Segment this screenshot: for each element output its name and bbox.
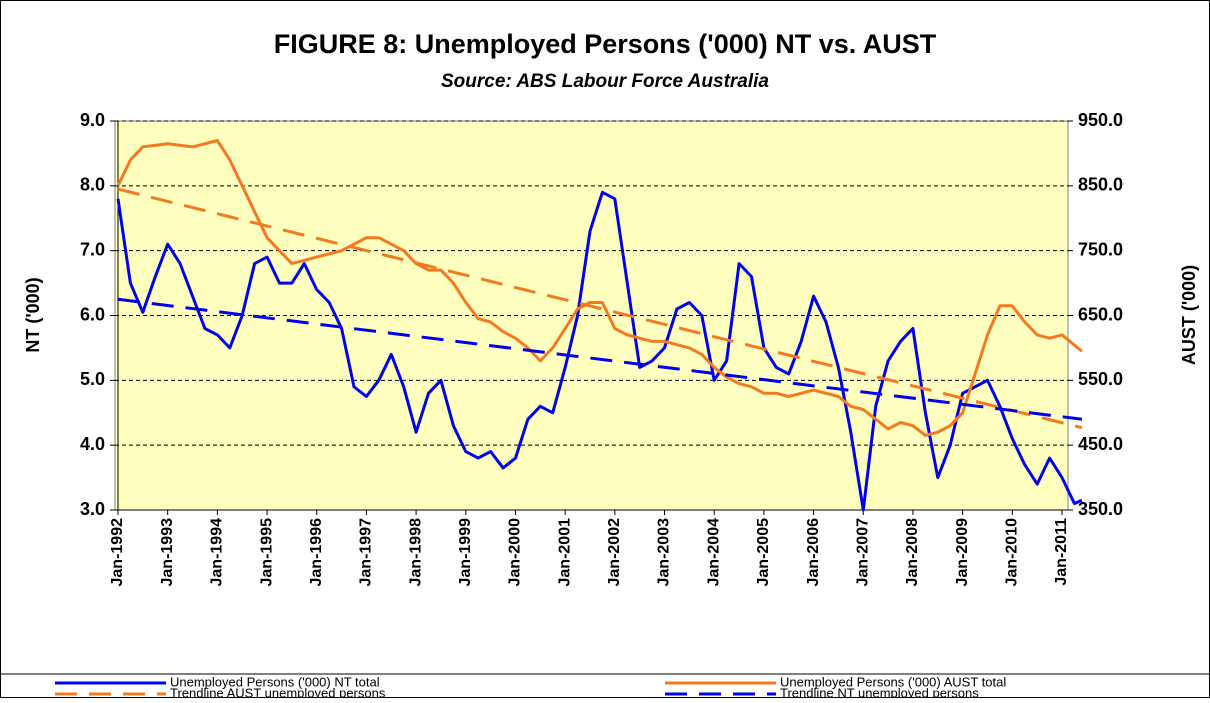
x-tick-label: Jan-1993	[159, 518, 176, 587]
y-tick-label: 4.0	[80, 434, 105, 454]
x-tick-label: Jan-2011	[1053, 518, 1070, 586]
legend-label: Unemployed Persons ('000) NT total	[170, 674, 380, 689]
y-tick-label: 8.0	[80, 175, 105, 195]
y-tick-label: 6.0	[80, 304, 105, 324]
data-line	[116, 139, 1083, 437]
chart-title: FIGURE 8: Unemployed Persons ('000) NT v…	[274, 29, 937, 59]
legend-label: Trendline NT unemployed persons	[780, 685, 979, 698]
x-tick-label: Jan-1998	[407, 518, 424, 587]
trendline	[117, 297, 1083, 421]
x-tick-label: Jan-1999	[457, 518, 474, 587]
x-tick-label: Jan-2009	[954, 518, 971, 587]
y2-tick-label: 650.0	[1078, 304, 1123, 324]
y-axis-title: NT ('000)	[23, 277, 43, 352]
y2-tick-label: 350.0	[1078, 499, 1123, 519]
x-tick-label: Jan-2007	[854, 518, 871, 587]
y2-axis-title: AUST ('000)	[1179, 265, 1199, 365]
y-tick-label: 3.0	[80, 499, 105, 519]
y-tick-label: 5.0	[80, 369, 105, 389]
y2-tick-label: 950.0	[1078, 110, 1123, 130]
x-tick-label: Jan-1996	[308, 518, 325, 587]
y2-tick-label: 850.0	[1078, 175, 1123, 195]
x-tick-label: Jan-2003	[656, 518, 673, 587]
legend-label: Trendline AUST unemployed persons	[170, 685, 386, 698]
data-line	[116, 190, 1083, 512]
chart-subtitle: Source: ABS Labour Force Australia	[441, 71, 769, 92]
y2-tick-label: 750.0	[1078, 239, 1123, 259]
y-tick-label: 9.0	[80, 110, 105, 130]
trendline	[117, 187, 1083, 430]
y2-tick-label: 450.0	[1078, 434, 1123, 454]
y2-tick-label: 550.0	[1078, 369, 1123, 389]
x-tick-label: Jan-1995	[258, 518, 275, 587]
x-tick-label: Jan-1997	[358, 518, 375, 587]
x-tick-label: Jan-1992	[109, 518, 126, 587]
x-tick-label: Jan-2008	[904, 518, 921, 587]
x-tick-label: Jan-2002	[606, 518, 623, 587]
x-tick-label: Jan-2010	[1004, 518, 1021, 587]
x-tick-label: Jan-2006	[805, 518, 822, 587]
legend-label: Unemployed Persons ('000) AUST total	[780, 674, 1006, 689]
x-tick-label: Jan-2005	[755, 518, 772, 587]
x-tick-label: Jan-2000	[507, 518, 524, 587]
x-tick-label: Jan-2001	[556, 518, 573, 587]
x-tick-label: Jan-1994	[209, 518, 226, 587]
x-tick-label: Jan-2004	[705, 518, 722, 587]
y-tick-label: 7.0	[80, 239, 105, 259]
